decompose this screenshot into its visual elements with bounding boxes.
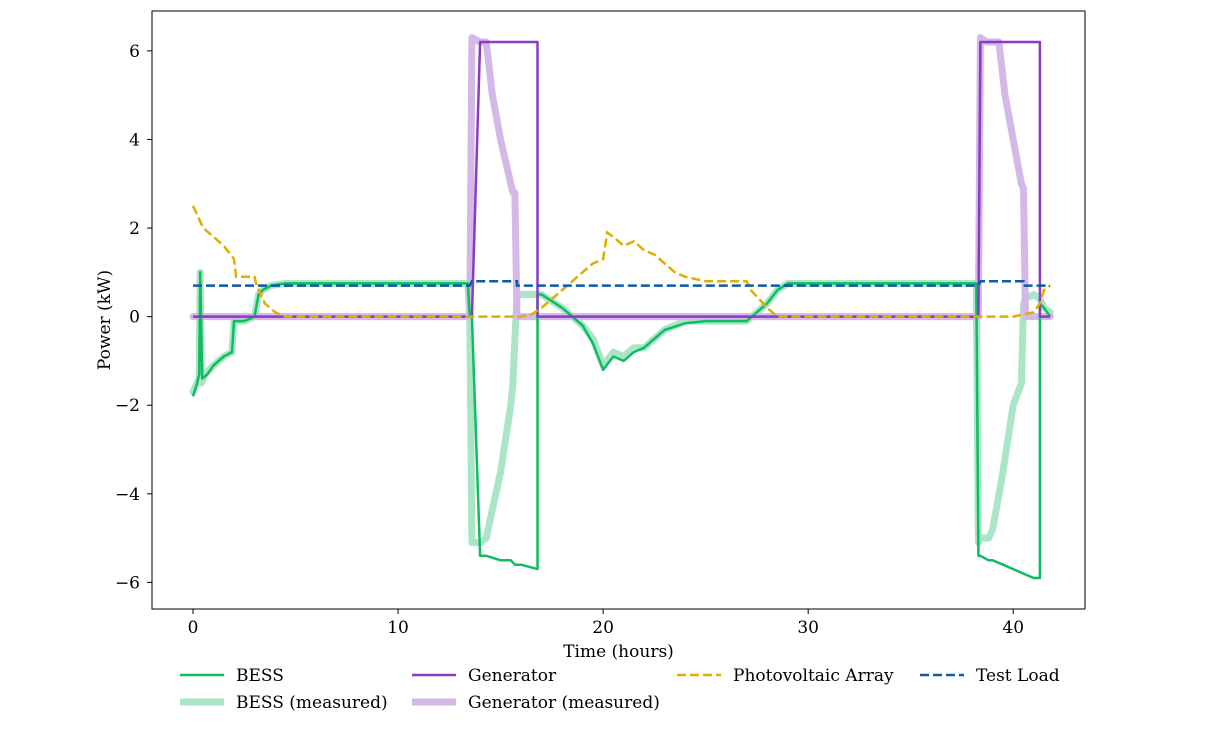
legend-label: Test Load: [976, 666, 1060, 686]
y-tick-label: 2: [129, 219, 140, 239]
y-tick-label: 0: [129, 308, 140, 328]
series-line-bess: [191, 271, 1052, 580]
y-tick-label: −4: [115, 485, 140, 505]
legend-label: Generator: [468, 666, 557, 686]
legend-label: BESS (measured): [236, 693, 388, 713]
y-axis-label: Power (kW): [95, 270, 115, 370]
x-tick-label: 30: [797, 618, 819, 638]
y-tick-label: 4: [129, 130, 140, 150]
y-tick-label: 6: [129, 42, 140, 62]
series-line-test-load: [193, 279, 1051, 287]
x-tick-label: 10: [387, 618, 409, 638]
series-line-generator-measured: [189, 34, 1054, 321]
legend-label: Generator (measured): [468, 693, 660, 713]
x-tick-label: 0: [188, 618, 199, 638]
series-line-photovoltaic-array: [191, 205, 1051, 318]
plot-area: [189, 34, 1054, 580]
y-tick-label: −6: [115, 573, 140, 593]
axes-frame: [151, 10, 1086, 610]
axis-ticks: 0 10 20 30 40 −6 −4 −2 0 2 4 6: [115, 42, 1024, 638]
series-line-bess-measured: [189, 268, 1054, 547]
legend-label: BESS: [236, 666, 284, 686]
legend: BESS Generator Photovoltaic Array Test Load…: [180, 666, 1060, 713]
x-tick-label: 20: [592, 618, 614, 638]
legend-label: Photovoltaic Array: [733, 666, 894, 686]
series-line-generator: [193, 40, 1051, 318]
x-tick-label: 40: [1002, 618, 1024, 638]
x-axis-label: Time (hours): [563, 642, 674, 662]
y-tick-label: −2: [115, 396, 140, 416]
